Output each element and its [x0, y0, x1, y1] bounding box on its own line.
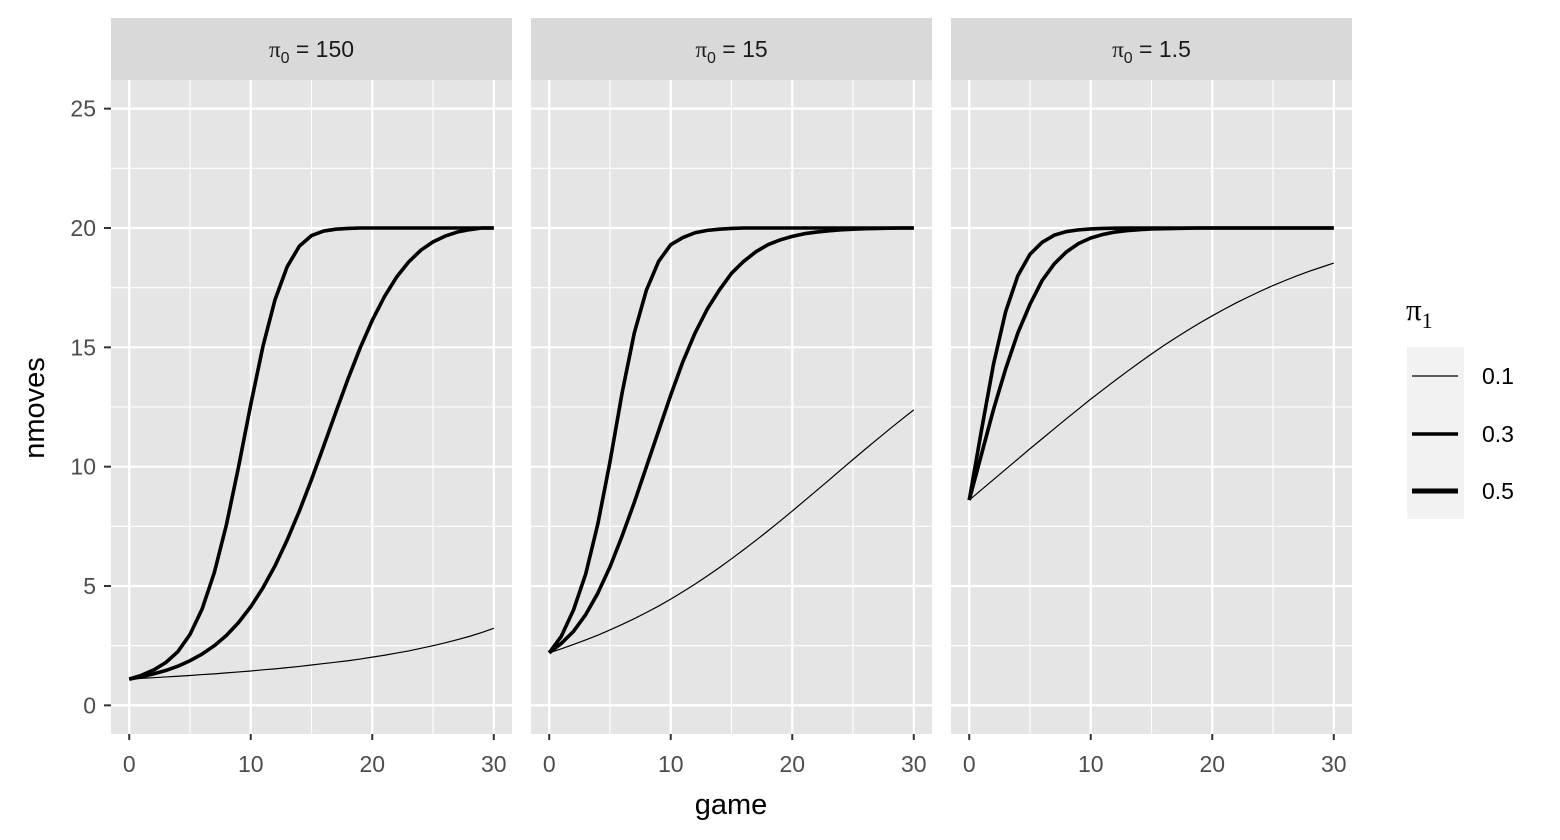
x-tick-label: 30 [1321, 751, 1347, 777]
x-tick-label: 20 [359, 751, 385, 777]
y-tick-label: 15 [70, 334, 96, 360]
strip-value: = 150 [289, 36, 354, 62]
facet-panel: π0 = 1.5 [951, 18, 1352, 734]
x-tick-label: 10 [658, 751, 684, 777]
y-tick-label: 20 [70, 215, 96, 241]
strip-subscript: 0 [281, 50, 290, 67]
facet-strip-label: π0 = 150 [269, 36, 354, 67]
x-tick-label: 0 [123, 751, 136, 777]
legend-label: 0.5 [1482, 478, 1514, 504]
legend-title: π1 [1406, 292, 1433, 333]
series-line-0-5 [967, 226, 1334, 501]
series-line-0-5 [547, 226, 914, 654]
facet-strip-label: π0 = 15 [695, 36, 767, 67]
facet-strip-label: π0 = 1.5 [1112, 36, 1191, 67]
x-axes: 0 10 20 30 0 10 20 30 0 10 20 30 [123, 734, 1347, 777]
legend-label: 0.1 [1482, 363, 1514, 389]
series-line-0-1 [968, 262, 1334, 501]
x-tick-label: 20 [779, 751, 805, 777]
y-axis: 0 5 10 15 20 25 [70, 96, 111, 718]
strip-symbol: π [1112, 37, 1124, 62]
legend-label: 0.3 [1482, 421, 1514, 447]
strip-value: = 15 [716, 36, 768, 62]
x-tick-label: 30 [901, 751, 927, 777]
series-line-0-1 [129, 627, 494, 680]
y-tick-label: 0 [83, 692, 96, 718]
x-tick-label: 0 [963, 751, 976, 777]
series-line-0-5 [128, 226, 494, 681]
series-line-0-1 [549, 409, 915, 654]
legend-items: 0.1 0.3 0.5 [1412, 363, 1514, 504]
legend: π1 0.1 0.3 0.5 [1406, 292, 1514, 519]
strip-subscript: 0 [1124, 50, 1133, 67]
x-tick-label: 10 [238, 751, 264, 777]
y-tick-label: 10 [70, 454, 96, 480]
x-tick-label: 30 [481, 751, 507, 777]
x-tick-label: 10 [1078, 751, 1104, 777]
facet-strip [111, 18, 512, 80]
y-axis-title: nmoves [19, 357, 51, 459]
facet-panels: π0 = 150 π0 = 15 π0 = 1.5 [111, 18, 1352, 734]
facet-panel: π0 = 15 [531, 18, 932, 734]
legend-title-subscript: 1 [1422, 308, 1433, 333]
strip-subscript: 0 [707, 50, 716, 67]
y-tick-label: 25 [70, 96, 96, 122]
facet-strip [951, 18, 1352, 80]
strip-value: = 1.5 [1133, 36, 1191, 62]
x-tick-label: 20 [1199, 751, 1225, 777]
legend-title-symbol: π [1406, 292, 1422, 327]
facet-panel: π0 = 150 [111, 18, 512, 734]
x-tick-label: 0 [543, 751, 556, 777]
y-tick-label: 5 [83, 573, 96, 599]
strip-symbol: π [695, 37, 707, 62]
x-axis-title: game [695, 789, 768, 821]
facet-strip [531, 18, 932, 80]
strip-symbol: π [269, 37, 281, 62]
series-line-0-3 [128, 226, 494, 681]
